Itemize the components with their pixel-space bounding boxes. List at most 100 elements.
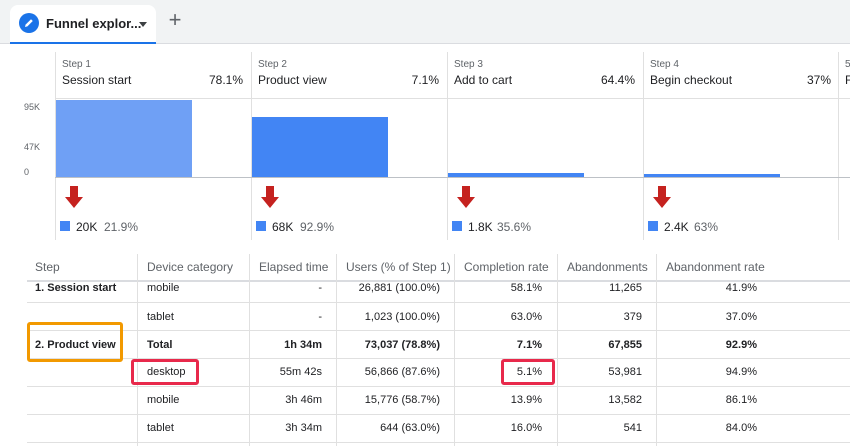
step-percent: 64.4% bbox=[600, 73, 635, 87]
cell-elapsed: - bbox=[318, 311, 322, 323]
abandonment-swatch bbox=[256, 221, 266, 231]
abandonment-swatch bbox=[60, 221, 70, 231]
cell-device: tablet bbox=[147, 311, 174, 323]
column-header-elapsed-time[interactable]: Elapsed time bbox=[259, 260, 329, 274]
column-header-step[interactable]: Step bbox=[35, 260, 60, 274]
cell-abandonments: 11,265 bbox=[609, 282, 642, 294]
cell-step: 2. Product view bbox=[35, 339, 116, 351]
cell-completion: 7.1% bbox=[516, 339, 542, 351]
column-header-completion-rate[interactable]: Completion rate bbox=[464, 260, 549, 274]
column-divider bbox=[656, 254, 657, 446]
cell-abandonment-rate: 41.9% bbox=[725, 282, 757, 294]
column-header-device-category[interactable]: Device category bbox=[147, 260, 234, 274]
step-name: Product view bbox=[258, 73, 327, 87]
highlight-box-orange bbox=[27, 322, 123, 362]
step-number: Step 4 bbox=[650, 59, 679, 70]
funnel-bar-step-1[interactable] bbox=[56, 100, 192, 177]
cell-abandonment-rate: 37.0% bbox=[725, 311, 757, 323]
cell-step: 1. Session start bbox=[35, 282, 117, 294]
abandonment-percent: 21.9% bbox=[104, 220, 139, 234]
column-header-abandonment-rate[interactable]: Abandonment rate bbox=[666, 260, 765, 274]
cell-device: mobile bbox=[147, 394, 180, 406]
cell-completion: 63.0% bbox=[510, 311, 542, 323]
cell-device: desktop bbox=[147, 366, 186, 378]
cell-elapsed: 1h 34m bbox=[284, 339, 322, 351]
cell-completion: 13.9% bbox=[510, 394, 542, 406]
cell-abandonments: 13,582 bbox=[608, 394, 642, 406]
cell-abandonment-rate: 92.9% bbox=[725, 339, 757, 351]
row-divider bbox=[27, 414, 850, 415]
step-number: 5 bbox=[845, 59, 850, 70]
abandonment-percent: 92.9% bbox=[300, 220, 335, 234]
column-divider bbox=[838, 52, 839, 240]
column-divider bbox=[249, 254, 250, 446]
cell-abandonments: 67,855 bbox=[608, 339, 642, 351]
step-number: Step 1 bbox=[62, 59, 91, 70]
funnel-bar-step-3[interactable] bbox=[448, 173, 584, 177]
y-tick-label: 0 bbox=[24, 167, 30, 177]
row-divider bbox=[27, 442, 850, 443]
cell-abandonment-rate: 84.0% bbox=[725, 422, 757, 434]
cell-device: mobile bbox=[147, 282, 180, 294]
abandonment-swatch bbox=[648, 221, 658, 231]
cell-completion: 58.1% bbox=[510, 282, 542, 294]
tab-funnel-exploration[interactable]: Funnel explor... bbox=[10, 5, 156, 44]
add-tab-button[interactable]: + bbox=[168, 7, 182, 32]
y-tick-label: 47K bbox=[24, 142, 41, 152]
column-divider bbox=[557, 254, 558, 446]
step-percent: 78.1% bbox=[208, 73, 243, 87]
highlight-box-red bbox=[131, 359, 199, 385]
funnel-bar-step-4[interactable] bbox=[644, 174, 780, 177]
down-arrow-icon bbox=[653, 186, 671, 208]
step-number: Step 2 bbox=[258, 59, 287, 70]
cell-users: 15,776 (58.7%) bbox=[364, 394, 440, 406]
x-axis-baseline bbox=[55, 177, 850, 178]
abandonment-value: 2.4K bbox=[664, 220, 689, 234]
column-divider bbox=[447, 52, 448, 240]
tab-label: Funnel explor... bbox=[46, 16, 142, 31]
step-name: Begin checkout bbox=[650, 73, 733, 87]
funnel-table: Step Device category Elapsed time Users … bbox=[0, 244, 850, 446]
step-name: F bbox=[845, 73, 850, 87]
abandonment-value: 1.8K bbox=[468, 220, 493, 234]
cell-abandonment-rate: 86.1% bbox=[725, 394, 757, 406]
down-arrow-icon bbox=[261, 186, 279, 208]
abandonment-percent: 63% bbox=[694, 220, 719, 234]
column-divider bbox=[137, 254, 138, 446]
highlight-box-red bbox=[501, 359, 555, 385]
row-divider bbox=[27, 330, 850, 331]
column-divider bbox=[454, 254, 455, 446]
step-name: Session start bbox=[62, 73, 132, 87]
y-tick-label: 95K bbox=[24, 102, 41, 112]
cell-abandonments: 53,981 bbox=[608, 366, 642, 378]
down-arrow-icon bbox=[457, 186, 475, 208]
row-divider bbox=[27, 358, 850, 359]
step-percent: 37% bbox=[806, 73, 831, 87]
header-underline bbox=[27, 280, 850, 282]
abandonment-swatch bbox=[452, 221, 462, 231]
step-percent: 7.1% bbox=[411, 73, 439, 87]
cell-elapsed: 55m 42s bbox=[279, 366, 322, 378]
row-divider bbox=[27, 302, 850, 303]
tab-bar: Funnel explor... + bbox=[0, 0, 850, 44]
cell-elapsed: 3h 46m bbox=[285, 394, 322, 406]
cell-users: 56,866 (87.6%) bbox=[364, 366, 440, 378]
step-number: Step 3 bbox=[454, 59, 483, 70]
abandonment-value: 20K bbox=[76, 220, 98, 234]
abandonment-percent: 35.6% bbox=[497, 220, 532, 234]
pencil-icon[interactable] bbox=[19, 13, 39, 33]
cell-users: 644 (63.0%) bbox=[380, 422, 440, 434]
column-header-users[interactable]: Users (% of Step 1) bbox=[346, 260, 451, 274]
cell-users: 1,023 (100.0%) bbox=[364, 311, 440, 323]
cell-elapsed: - bbox=[318, 282, 322, 294]
column-divider bbox=[336, 254, 337, 446]
caret-down-icon[interactable] bbox=[135, 16, 151, 32]
step-name: Add to cart bbox=[454, 73, 513, 87]
cell-device: tablet bbox=[147, 422, 174, 434]
cell-elapsed: 3h 34m bbox=[285, 422, 322, 434]
cell-abandonments: 379 bbox=[623, 311, 642, 323]
funnel-bar-step-2[interactable] bbox=[252, 117, 388, 177]
column-header-abandonments[interactable]: Abandonments bbox=[567, 260, 648, 274]
cell-users: 26,881 (100.0%) bbox=[358, 282, 440, 294]
down-arrow-icon bbox=[65, 186, 83, 208]
